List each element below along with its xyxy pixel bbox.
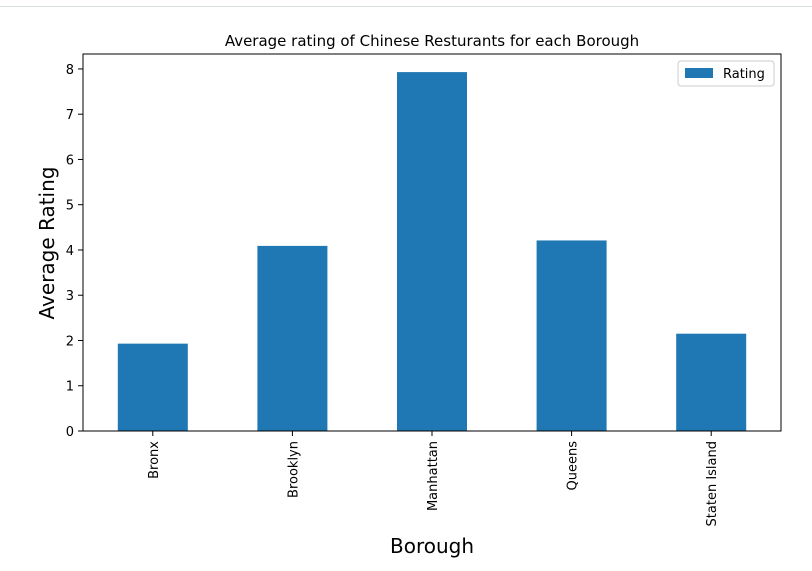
legend: Rating bbox=[677, 60, 775, 87]
y-tick-label: 7 bbox=[66, 108, 74, 123]
x-tick-label: Bronx bbox=[147, 441, 162, 479]
bar-bronx bbox=[117, 343, 188, 431]
x-axis: Bronx Brooklyn Manhattan Queens Staten Islan… bbox=[147, 431, 720, 526]
y-tick-label: 0 bbox=[66, 425, 74, 440]
bars-group bbox=[117, 72, 747, 431]
bar-brooklyn bbox=[257, 245, 328, 431]
y-axis: 0 1 2 3 4 5 6 7 8 bbox=[66, 63, 83, 440]
x-tick-label: Staten Island bbox=[705, 441, 720, 526]
x-tick-label: Manhattan bbox=[426, 441, 441, 511]
y-tick-label: 6 bbox=[66, 153, 74, 168]
x-axis-label: Borough bbox=[390, 534, 474, 558]
y-tick-label: 4 bbox=[66, 244, 74, 259]
legend-box bbox=[677, 60, 775, 87]
y-tick-label: 2 bbox=[66, 334, 74, 349]
plot-frame bbox=[82, 53, 782, 432]
bar-staten-island bbox=[676, 333, 747, 431]
bar-manhattan bbox=[397, 72, 467, 431]
y-tick-label: 1 bbox=[66, 380, 74, 395]
legend-swatch bbox=[685, 68, 713, 78]
y-axis-label: Average Rating bbox=[35, 167, 59, 320]
top-divider bbox=[0, 0, 812, 7]
x-tick-label: Queens bbox=[566, 441, 581, 491]
legend-label: Rating bbox=[723, 67, 765, 82]
y-tick-label: 5 bbox=[66, 199, 74, 214]
bar-queens bbox=[536, 240, 607, 431]
x-tick-label: Brooklyn bbox=[286, 441, 301, 498]
chart-title: Average rating of Chinese Resturants for… bbox=[225, 32, 639, 50]
y-tick-label: 8 bbox=[66, 63, 74, 78]
y-tick-label: 3 bbox=[66, 289, 74, 304]
